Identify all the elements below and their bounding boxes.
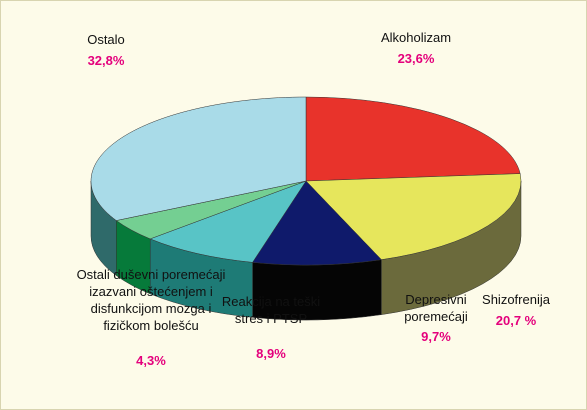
value-label: 32,8% [87,53,125,68]
slice [90,96,307,221]
slice [305,173,522,260]
value-label: 4,3% [136,353,166,368]
value-label: 23,6% [397,51,435,66]
slice-label: Ostali duševni poremećaji izazvani ošteć… [76,267,226,333]
slice [252,180,382,266]
value-label: 8,9% [256,346,286,361]
slice-label: Shizofrenija [482,292,550,307]
value-label: 9,7% [421,329,451,344]
slice [305,96,521,182]
slice-label: Alkoholizam [380,30,452,45]
slice-label: Reakcija na teški stres i PTSP [221,294,321,326]
value-label: 20,7 % [495,313,537,328]
slice [149,180,307,263]
slice-label: Ostalo [87,32,125,47]
slice-label: Depresivni poremećaji [404,292,468,324]
